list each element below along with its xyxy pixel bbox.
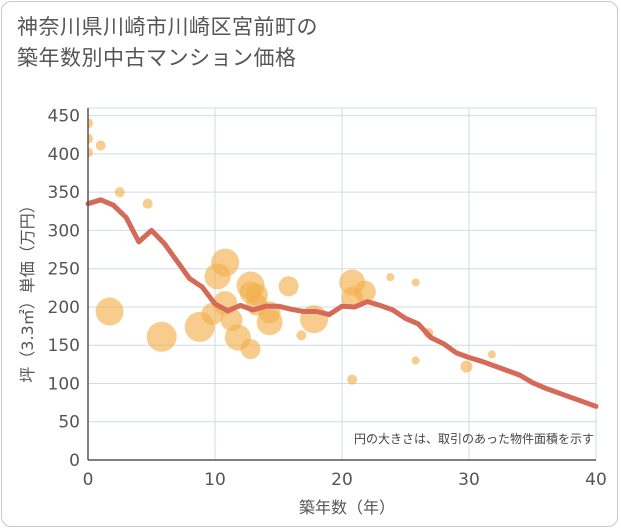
bubble-series <box>88 118 496 385</box>
y-tick-label: 400 <box>48 145 80 165</box>
average-line-series <box>85 197 599 409</box>
bubble-point <box>347 374 358 385</box>
x-tick-label: 10 <box>204 470 226 490</box>
bubble-point <box>114 187 125 198</box>
y-tick-label: 100 <box>48 374 80 394</box>
y-tick-label: 50 <box>58 413 80 433</box>
bubble-point <box>211 248 240 277</box>
bubble-point <box>95 297 124 326</box>
bubble-point <box>296 330 307 341</box>
y-tick-label: 0 <box>69 451 80 471</box>
bubble-point <box>460 360 473 373</box>
bubble-point <box>411 356 420 365</box>
chart-title-line1: 神奈川県川崎市川崎区宮前町の <box>17 15 318 39</box>
bubble-point <box>256 309 283 336</box>
y-tick-label: 450 <box>48 107 80 127</box>
bubble-point <box>386 273 395 282</box>
bubble-point <box>278 276 299 297</box>
chart-title-line2: 築年数別中古マンション価格 <box>17 46 297 70</box>
bubble-point <box>146 321 177 352</box>
x-tick-label: 30 <box>458 470 480 490</box>
x-tick-label: 20 <box>331 470 353 490</box>
bubble-point <box>240 339 261 360</box>
y-tick-label: 350 <box>48 183 80 203</box>
bubble-point <box>88 133 93 144</box>
x-tick-label: 40 <box>585 470 607 490</box>
x-axis-title: 築年数（年） <box>299 498 395 517</box>
bubble-point <box>88 118 93 129</box>
bubble-point <box>142 198 153 209</box>
size-note: 円の大きさは、取引のあった物件面積を示す <box>354 431 594 446</box>
y-tick-label: 300 <box>48 221 80 241</box>
y-tick-label: 200 <box>48 298 80 318</box>
bubble-point <box>88 147 93 158</box>
bubble-point <box>95 140 106 151</box>
y-axis-title: 坪（3.3㎡）単価（万円） <box>18 197 37 382</box>
axes <box>87 108 596 461</box>
x-tick-label: 0 <box>83 470 94 490</box>
bubble-point <box>353 280 376 303</box>
tick-labels: 0 50 100 150 200 250 300 350 400 450 0 10 20 30 40 <box>48 107 607 490</box>
bubble-point <box>411 278 420 287</box>
y-tick-label: 150 <box>48 336 80 356</box>
chart-title: 神奈川県川崎市川崎区宮前町の 築年数別中古マンション価格 <box>17 12 477 74</box>
y-tick-label: 250 <box>48 260 80 280</box>
average-price-line <box>85 197 599 409</box>
bubble-point <box>487 350 496 359</box>
